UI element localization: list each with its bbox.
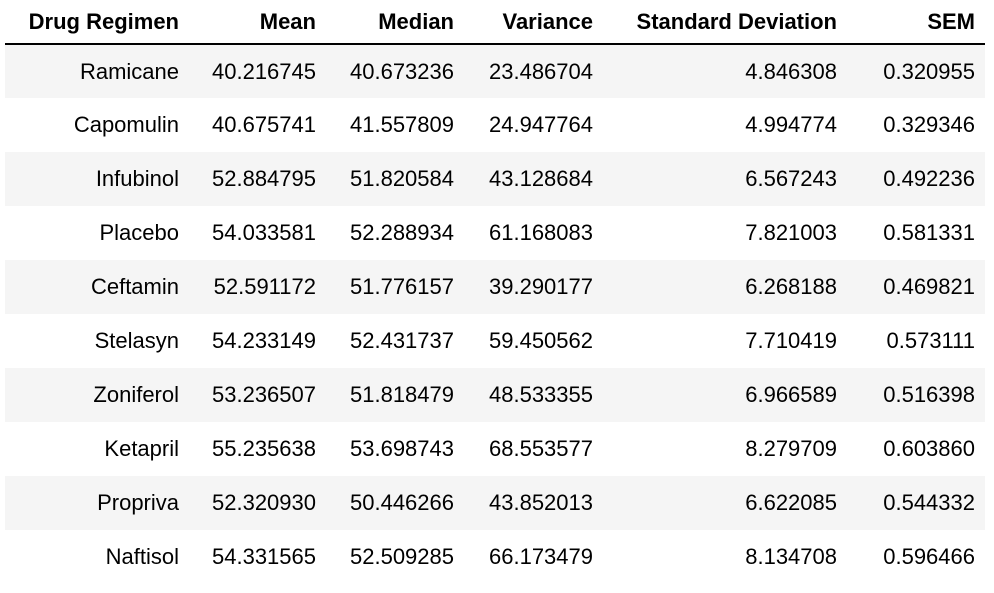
cell-drug-regimen: Ramicane bbox=[79, 58, 179, 84]
column-header-sem: SEM bbox=[847, 0, 985, 45]
summary-statistics-table: Drug Regimen Mean Median Variance Standa… bbox=[5, 0, 985, 584]
cell-drug-regimen: Naftisol bbox=[105, 544, 179, 569]
cell-median: 52.431737 bbox=[350, 328, 454, 353]
cell-variance: 39.290177 bbox=[489, 274, 593, 299]
cell-sem: 0.469821 bbox=[883, 274, 975, 299]
cell-median: 51.818479 bbox=[350, 382, 454, 407]
column-header-drug-regimen: Drug Regimen bbox=[5, 0, 189, 45]
table-body: Ramicane 40.216745 40.673236 23.486704 4… bbox=[5, 44, 985, 584]
cell-sem: 0.544332 bbox=[883, 490, 975, 515]
table-row: Propriva 52.320930 50.446266 43.852013 6… bbox=[5, 476, 985, 530]
cell-sem: 0.320955 bbox=[883, 58, 975, 84]
table-row: Ramicane 40.216745 40.673236 23.486704 4… bbox=[5, 44, 985, 98]
cell-drug-regimen: Zoniferol bbox=[93, 382, 179, 407]
cell-mean: 54.331565 bbox=[212, 544, 316, 569]
cell-median: 53.698743 bbox=[350, 436, 454, 461]
cell-mean: 53.236507 bbox=[212, 382, 316, 407]
cell-mean: 54.233149 bbox=[212, 328, 316, 353]
table-row: Ketapril 55.235638 53.698743 68.553577 8… bbox=[5, 422, 985, 476]
cell-mean: 54.033581 bbox=[212, 220, 316, 245]
cell-median: 50.446266 bbox=[350, 490, 454, 515]
cell-standard-deviation: 6.622085 bbox=[745, 490, 837, 515]
cell-mean: 40.675741 bbox=[212, 112, 316, 137]
cell-sem: 0.573111 bbox=[886, 328, 976, 353]
table-row: Infubinol 52.884795 51.820584 43.128684 … bbox=[5, 152, 985, 206]
table-row: Placebo 54.033581 52.288934 61.168083 7.… bbox=[5, 206, 985, 260]
cell-standard-deviation: 6.966589 bbox=[745, 382, 837, 407]
cell-variance: 68.553577 bbox=[489, 436, 593, 461]
cell-sem: 0.603860 bbox=[883, 436, 975, 461]
cell-mean: 52.591172 bbox=[213, 274, 316, 299]
cell-sem: 0.492236 bbox=[883, 166, 975, 191]
cell-standard-deviation: 7.821003 bbox=[745, 220, 837, 245]
cell-sem: 0.516398 bbox=[883, 382, 975, 407]
column-header-mean: Mean bbox=[189, 0, 326, 45]
cell-standard-deviation: 6.567243 bbox=[745, 166, 837, 191]
cell-sem: 0.329346 bbox=[883, 112, 975, 137]
cell-variance: 61.168083 bbox=[489, 220, 593, 245]
cell-drug-regimen: Ketapril bbox=[104, 436, 179, 461]
table-row: Ceftamin 52.591172 51.776157 39.290177 6… bbox=[5, 260, 985, 314]
cell-variance: 48.533355 bbox=[489, 382, 593, 407]
cell-standard-deviation: 4.846308 bbox=[745, 58, 837, 84]
table-row: Naftisol 54.331565 52.509285 66.173479 8… bbox=[5, 530, 985, 584]
cell-median: 40.673236 bbox=[350, 58, 454, 84]
cell-median: 52.288934 bbox=[350, 220, 454, 245]
cell-standard-deviation: 8.279709 bbox=[745, 436, 837, 461]
cell-standard-deviation: 4.994774 bbox=[745, 112, 837, 137]
cell-standard-deviation: 7.710419 bbox=[745, 328, 837, 353]
cell-drug-regimen: Stelasyn bbox=[94, 328, 179, 353]
cell-variance: 66.173479 bbox=[489, 544, 593, 569]
cell-median: 41.557809 bbox=[350, 112, 454, 137]
cell-sem: 0.581331 bbox=[883, 220, 975, 245]
column-header-standard-deviation: Standard Deviation bbox=[603, 0, 847, 45]
cell-drug-regimen: Placebo bbox=[99, 220, 179, 245]
header-row: Drug Regimen Mean Median Variance Standa… bbox=[5, 0, 985, 45]
cell-drug-regimen: Infubinol bbox=[95, 166, 179, 191]
cell-variance: 24.947764 bbox=[489, 112, 593, 137]
cell-variance: 43.128684 bbox=[489, 166, 593, 191]
cell-median: 51.820584 bbox=[350, 166, 454, 191]
column-header-median: Median bbox=[326, 0, 464, 45]
cell-drug-regimen: Propriva bbox=[97, 490, 179, 515]
cell-standard-deviation: 6.268188 bbox=[745, 274, 837, 299]
cell-median: 52.509285 bbox=[350, 544, 454, 569]
cell-drug-regimen: Capomulin bbox=[73, 112, 179, 137]
column-header-variance: Variance bbox=[464, 0, 603, 45]
cell-mean: 52.320930 bbox=[212, 490, 316, 515]
cell-mean: 55.235638 bbox=[212, 436, 316, 461]
cell-median: 51.776157 bbox=[350, 274, 454, 299]
table-row: Capomulin 40.675741 41.557809 24.947764 … bbox=[5, 98, 985, 152]
cell-drug-regimen: Ceftamin bbox=[90, 274, 179, 299]
table-row: Stelasyn 54.233149 52.431737 59.450562 7… bbox=[5, 314, 985, 368]
cell-mean: 52.884795 bbox=[212, 166, 316, 191]
cell-mean: 40.216745 bbox=[212, 58, 316, 84]
cell-standard-deviation: 8.134708 bbox=[745, 544, 837, 569]
table-header: Drug Regimen Mean Median Variance Standa… bbox=[5, 0, 985, 45]
cell-variance: 43.852013 bbox=[489, 490, 593, 515]
cell-variance: 23.486704 bbox=[489, 58, 593, 84]
table-row: Zoniferol 53.236507 51.818479 48.533355 … bbox=[5, 368, 985, 422]
cell-sem: 0.596466 bbox=[883, 544, 975, 569]
cell-variance: 59.450562 bbox=[489, 328, 593, 353]
